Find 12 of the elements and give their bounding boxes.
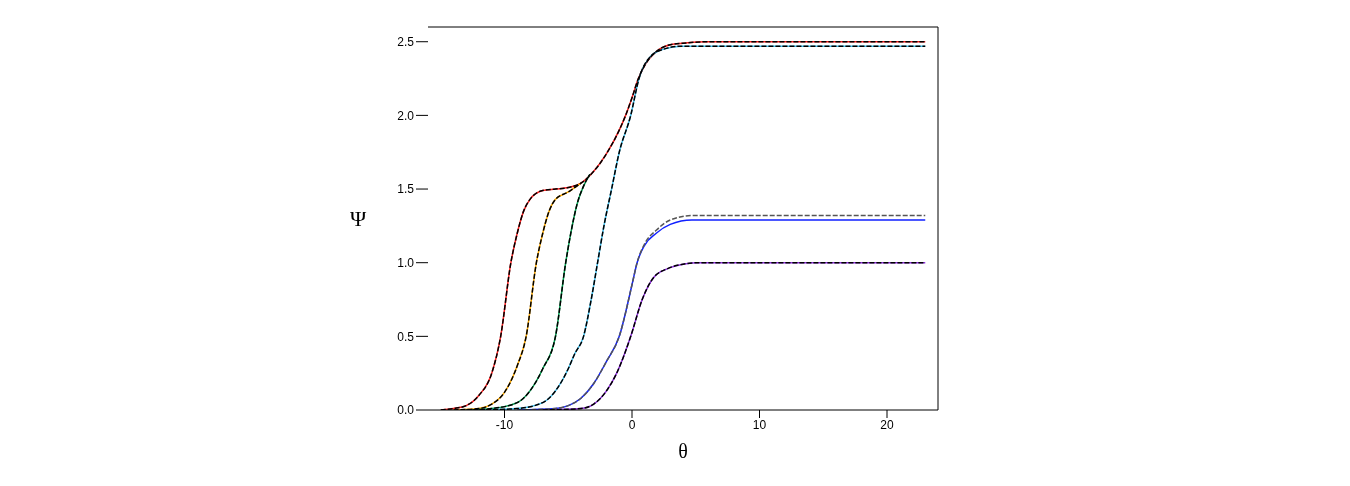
x-tick-label: -10	[495, 417, 514, 432]
y-axis-title: Ψ	[350, 206, 367, 232]
y-tick-label: 2.0	[397, 108, 415, 123]
y-tick-label: 1.5	[397, 182, 415, 197]
x-tick-label: 0	[628, 417, 636, 432]
x-axis-title: θ	[678, 440, 688, 462]
y-tick-label: 0.0	[397, 403, 415, 418]
y-tick-label: 1.0	[397, 255, 415, 270]
y-tick-label: 0.5	[397, 329, 415, 344]
y-tick-label: 2.5	[397, 34, 415, 49]
x-tick-label: 10	[752, 417, 767, 432]
x-tick-label: 20	[880, 417, 894, 432]
